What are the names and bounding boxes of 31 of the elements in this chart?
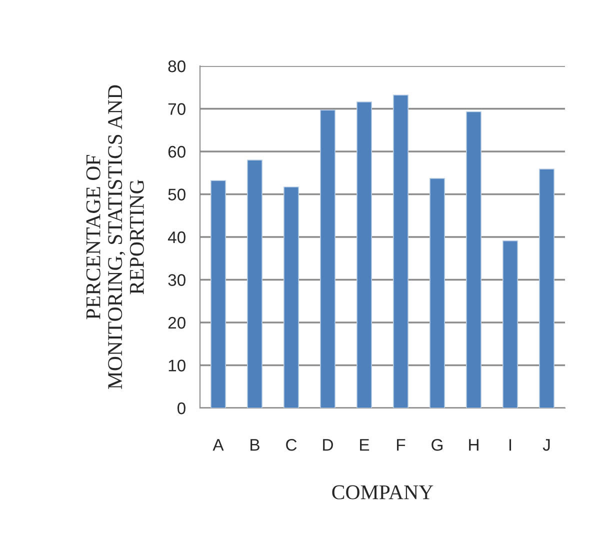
bar (502, 240, 518, 408)
x-tick-label: G (432, 438, 442, 451)
bar (320, 110, 336, 408)
y-tick-label: 30 (168, 274, 186, 286)
bar (210, 180, 226, 408)
y-tick-label: 40 (168, 231, 186, 244)
y-tick-label: 60 (168, 146, 186, 158)
x-tick-label: F (397, 439, 406, 451)
y-tick-label: 70 (168, 103, 186, 115)
x-tick-label: A (212, 439, 224, 451)
x-tick-label: J (542, 439, 550, 451)
x-tick-label: B (250, 439, 260, 451)
bar (393, 94, 408, 408)
bar (466, 111, 482, 408)
bar (247, 160, 262, 408)
bar (284, 186, 299, 408)
bar (539, 168, 554, 408)
y-tick-label: 20 (168, 316, 186, 329)
y-tick-label: 10 (168, 360, 186, 372)
y-tick-label: 50 (168, 188, 186, 200)
x-tick-label: E (360, 439, 370, 451)
x-tick-label: I (509, 439, 512, 451)
y-tick-label: 80 (168, 60, 186, 72)
x-tick-label: C (286, 438, 297, 451)
x-tick-label: H (469, 439, 478, 451)
y-tick-label: 0 (177, 402, 186, 414)
x-tick-label: D (323, 439, 333, 451)
bar (356, 101, 372, 408)
y-axis-title: PERCENTAGE OF MONITORING, STATISTICS AND REPORTING (86, 85, 144, 390)
bar (430, 178, 445, 408)
x-axis-title: COMPANY (332, 485, 434, 500)
